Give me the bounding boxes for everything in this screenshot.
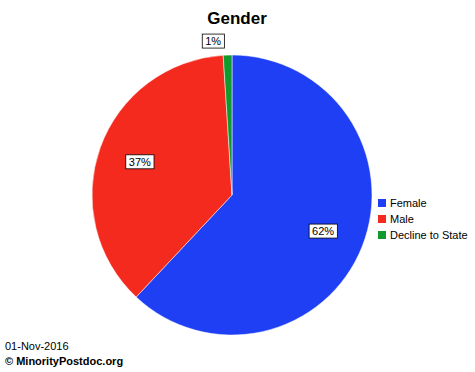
data-labels: 62% 37% 1% — [126, 34, 338, 238]
legend-swatch — [378, 199, 386, 207]
slices — [92, 55, 372, 335]
data-label: 62% — [309, 224, 337, 238]
legend: Female Male Decline to State — [378, 197, 468, 241]
data-label: 1% — [202, 34, 224, 48]
data-label-box — [309, 224, 337, 238]
annotation: 01-Nov-2016 — [5, 340, 69, 352]
data-label-box — [126, 155, 154, 169]
data-label: 37% — [126, 155, 154, 169]
data-label-text: 62% — [312, 225, 334, 237]
slice — [223, 55, 232, 195]
data-label-box — [202, 34, 224, 48]
annotation: © MinorityPostdoc.org — [5, 355, 123, 367]
legend-swatch — [378, 215, 386, 223]
legend-label: Female — [390, 197, 427, 209]
background — [0, 0, 475, 372]
slice — [92, 55, 232, 297]
title: Gender — [207, 9, 267, 28]
legend-label: Decline to State — [390, 229, 468, 241]
data-label-text: 37% — [129, 156, 151, 168]
legend-label: Male — [390, 213, 414, 225]
data-label-text: 1% — [205, 35, 221, 47]
chart: Gender 62% 37% 1% Female Male Decline to State… — [0, 0, 475, 372]
legend-swatch — [378, 231, 386, 239]
